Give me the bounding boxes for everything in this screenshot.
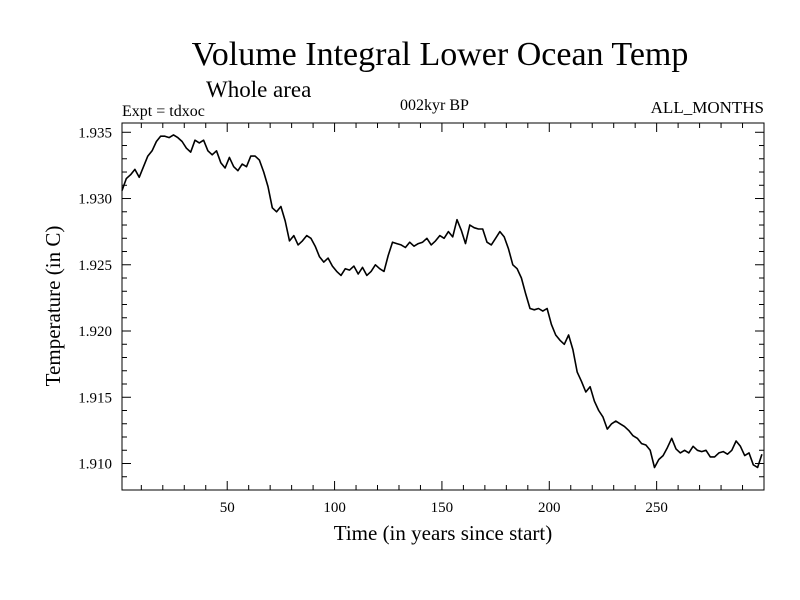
x-tick-label: 50: [220, 500, 235, 516]
x-axis-label: Time (in years since start): [334, 521, 553, 545]
experiment-label: Expt = tdxoc: [122, 103, 205, 120]
x-tick-label: 200: [538, 500, 561, 516]
y-axis-label: Temperature (in C): [41, 226, 65, 387]
y-tick-label: 1.910: [78, 457, 112, 473]
x-tick-label: 250: [645, 500, 668, 516]
temperature-series-line: [121, 134, 763, 469]
x-tick-label: 100: [323, 500, 346, 516]
y-tick-label: 1.935: [78, 125, 112, 141]
chart-title: Volume Integral Lower Ocean Temp: [191, 36, 689, 73]
period-label: 002kyr BP: [400, 97, 469, 114]
chart-subtitle: Whole area: [206, 77, 312, 102]
months-label: ALL_MONTHS: [650, 98, 764, 117]
y-tick-label: 1.925: [78, 258, 112, 274]
plot-frame: [121, 122, 765, 491]
y-tick-label: 1.920: [78, 324, 112, 340]
x-tick-label: 150: [431, 500, 454, 516]
y-tick-label: 1.930: [78, 192, 112, 208]
y-tick-label: 1.915: [78, 390, 112, 406]
